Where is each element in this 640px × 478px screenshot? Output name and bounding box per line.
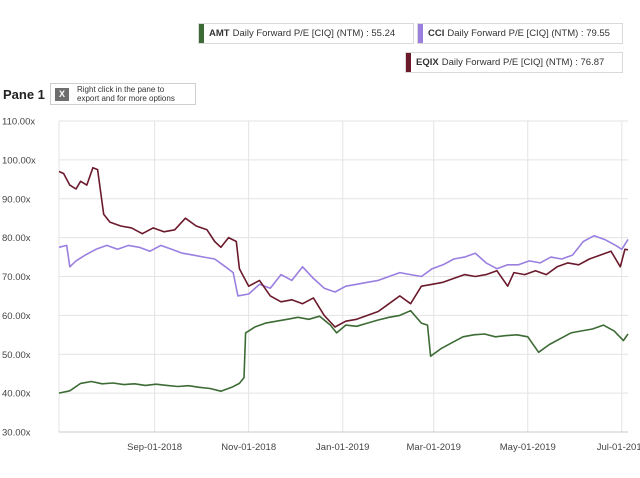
legend-label-cci: CCI — [428, 28, 445, 39]
y-tick-label: 40.00x — [2, 389, 31, 400]
y-tick-label: 60.00x — [2, 311, 31, 322]
export-tip-text: Right click in the pane to export and fo… — [77, 85, 175, 103]
legend-swatch-cci — [418, 24, 423, 43]
legend-label-eqix: EQIX — [416, 57, 439, 68]
x-tick-label: Mar-01-2019 — [407, 442, 461, 453]
x-tick-label: Jan-01-2019 — [316, 442, 369, 453]
x-tick-label: Nov-01-2018 — [221, 442, 276, 453]
y-tick-label: 110.00x — [2, 117, 35, 128]
legend-swatch-amt — [199, 24, 204, 43]
legend-text-cci: Daily Forward P/E [CIQ] (NTM) : 79.55 — [447, 28, 610, 39]
x-tick-label: May-01-2019 — [500, 442, 556, 453]
x-tick-label: Sep-01-2018 — [127, 442, 182, 453]
legend-text-amt: Daily Forward P/E [CIQ] (NTM) : 55.24 — [232, 28, 396, 39]
export-tip[interactable]: X Right click in the pane to export and … — [50, 83, 196, 105]
axis-layer: 30.00x 40.00x 50.00x 60.00x 70.00x 80.00x 90.0… — [2, 117, 640, 454]
pane-title: Pane 1 — [3, 87, 45, 102]
legend-item-amt[interactable]: AMT Daily Forward P/E [CIQ] (NTM) : 55.2… — [198, 23, 414, 44]
legend-text-eqix: Daily Forward P/E [CIQ] (NTM) : 76.87 — [441, 57, 605, 68]
y-tick-label: 90.00x — [2, 194, 31, 205]
y-tick-label: 70.00x — [2, 272, 31, 283]
x-tick-label: Jul-01-2019 — [597, 442, 640, 453]
legend-item-eqix[interactable]: EQIX Daily Forward P/E [CIQ] (NTM) : 76.… — [405, 52, 623, 73]
legend-item-cci[interactable]: CCI Daily Forward P/E [CIQ] (NTM) : 79.5… — [417, 23, 623, 44]
export-tip-line-2: export and for more options — [77, 94, 175, 103]
legend-label-amt: AMT — [209, 28, 230, 39]
series-line-eqix[interactable] — [58, 166, 629, 328]
export-tip-line-1: Right click in the pane to — [77, 85, 165, 94]
y-tick-label: 100.00x — [2, 155, 36, 166]
y-tick-label: 80.00x — [2, 233, 31, 244]
y-tick-label: 50.00x — [2, 350, 31, 361]
series-line-cci[interactable] — [58, 234, 629, 297]
series-line-amt[interactable] — [58, 309, 629, 394]
excel-icon[interactable]: X — [55, 87, 69, 101]
series-layer — [58, 166, 629, 394]
y-tick-label: 30.00x — [2, 428, 31, 439]
legend-swatch-eqix — [406, 53, 411, 72]
